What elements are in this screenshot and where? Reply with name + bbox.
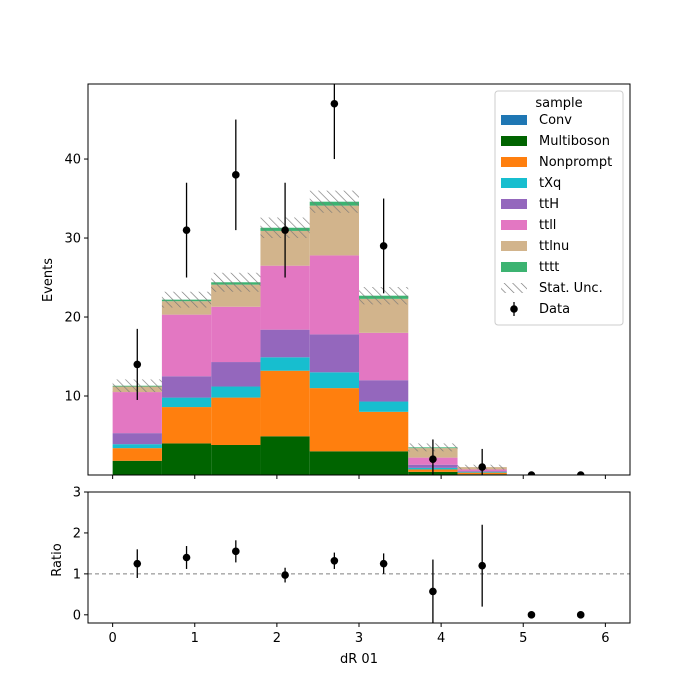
legend-swatch-ttlnu	[501, 241, 527, 251]
legend-swatch-conv	[501, 115, 527, 125]
main-axes-frame	[87, 83, 631, 476]
ratio-point	[478, 561, 486, 570]
legend-label-txq: tXq	[539, 176, 561, 191]
bar-ttlnu-bin-4	[309, 205, 359, 256]
data-point	[182, 226, 191, 234]
bar-multiboson-bin-2	[211, 444, 261, 475]
bar-multiboson-bin-5	[359, 451, 409, 475]
data-point	[330, 99, 339, 108]
bar-txq-bin-2	[211, 386, 261, 398]
stat-unc-band-bin-5	[359, 287, 409, 305]
bar-nonprompt-bin-2	[211, 397, 261, 445]
bar-ttll-bin-5	[359, 332, 409, 381]
bar-nonprompt-bin-0	[112, 448, 162, 461]
ratio-point	[429, 587, 437, 596]
ratio-axes-frame	[87, 491, 631, 624]
legend-label-stat-unc: Stat. Unc.	[539, 281, 603, 296]
stat-unc-band-bin-2	[211, 272, 261, 292]
ratio-y-tick-label: 1	[73, 567, 81, 582]
ratio-y-tick-label: 3	[73, 486, 81, 501]
main-panel: 10 20 30 40 Events	[41, 83, 631, 479]
x-tick-label: 4	[437, 631, 445, 646]
ratio-point	[232, 547, 240, 556]
legend: sample Conv Multiboson Nonprompt tXq ttH ttll…	[494, 90, 624, 326]
y-tick-label: 10	[64, 390, 81, 405]
data-point	[527, 471, 536, 475]
y-tick-label: 30	[64, 232, 81, 247]
data-point	[478, 463, 486, 471]
bar-tth-bin-0	[112, 433, 162, 445]
bar-txq-bin-4	[309, 372, 359, 389]
ratio-y-axis-label: Ratio	[50, 543, 65, 576]
legend-swatch-tttt	[501, 262, 527, 272]
ratio-y-tick-label: 0	[73, 608, 81, 623]
main-y-axis-label: Events	[41, 258, 56, 302]
bar-tth-bin-1	[161, 376, 212, 398]
x-tick-label: 1	[191, 631, 199, 646]
bar-multiboson-bin-4	[309, 451, 359, 475]
legend-label-tttt: tttt	[539, 260, 559, 275]
x-tick-label: 6	[601, 631, 609, 646]
legend-swatch-tth	[501, 199, 527, 209]
legend-swatch-multiboson	[501, 136, 527, 146]
legend-swatch-stat-unc	[501, 283, 527, 293]
bar-ttll-bin-2	[211, 306, 261, 363]
ratio-point	[527, 611, 536, 619]
data-point	[429, 455, 437, 464]
bar-ttlnu-bin-5	[359, 298, 409, 333]
legend-label-ttll: ttll	[539, 218, 556, 233]
x-axis-label: dR 01	[340, 652, 378, 667]
stat-unc-band-bin-4	[309, 190, 359, 213]
legend-data-marker	[510, 305, 518, 313]
bar-nonprompt-bin-4	[309, 388, 359, 452]
legend-label-data: Data	[539, 302, 570, 317]
bar-tth-bin-5	[359, 380, 409, 402]
bar-ttll-bin-4	[309, 255, 359, 335]
legend-label-multiboson: Multiboson	[539, 134, 610, 149]
bar-txq-bin-1	[161, 397, 212, 408]
bar-nonprompt-bin-1	[161, 407, 212, 444]
bar-nonprompt-bin-5	[359, 411, 409, 452]
x-tick-label: 0	[108, 631, 116, 646]
legend-label-conv: Conv	[539, 113, 572, 128]
bar-tth-bin-4	[309, 334, 359, 373]
bar-multiboson-bin-0	[112, 460, 162, 475]
x-tick-label: 5	[519, 631, 527, 646]
bar-multiboson-bin-3	[260, 436, 310, 475]
data-point	[281, 226, 289, 234]
legend-swatch-nonprompt	[501, 157, 527, 167]
ratio-point	[182, 553, 191, 562]
ratio-point	[576, 611, 585, 619]
y-tick-label: 40	[64, 153, 81, 168]
legend-label-ttlnu: ttlnu	[539, 239, 569, 254]
ratio-y-tick-label: 2	[73, 526, 81, 541]
legend-label-nonprompt: Nonprompt	[539, 155, 612, 170]
data-point	[576, 471, 585, 475]
bar-ttll-bin-1	[161, 314, 212, 377]
ratio-point	[379, 559, 388, 568]
bar-multiboson-bin-1	[161, 443, 212, 475]
bar-txq-bin-0	[112, 444, 162, 449]
data-point	[379, 242, 388, 250]
legend-title: sample	[535, 96, 582, 111]
x-tick-label: 3	[355, 631, 363, 646]
legend-label-tth: ttH	[539, 197, 559, 212]
bar-nonprompt-bin-3	[260, 370, 310, 437]
stat-unc-band-bin-1	[161, 291, 212, 308]
data-point	[133, 360, 142, 369]
x-tick-label: 2	[273, 631, 281, 646]
ratio-panel: 0 1 2 3 0 1 2 3 4 5 6 Ratio dR 01	[50, 486, 631, 667]
bar-txq-bin-5	[359, 401, 409, 412]
bar-tth-bin-3	[260, 329, 310, 358]
ratio-point	[281, 571, 289, 579]
data-point	[232, 171, 240, 179]
ratio-point	[330, 556, 339, 565]
y-tick-label: 20	[64, 311, 81, 326]
bar-tth-bin-2	[211, 362, 261, 387]
bar-txq-bin-3	[260, 357, 310, 371]
legend-swatch-ttll	[501, 220, 527, 230]
ratio-point	[133, 559, 142, 568]
legend-swatch-txq	[501, 178, 527, 188]
